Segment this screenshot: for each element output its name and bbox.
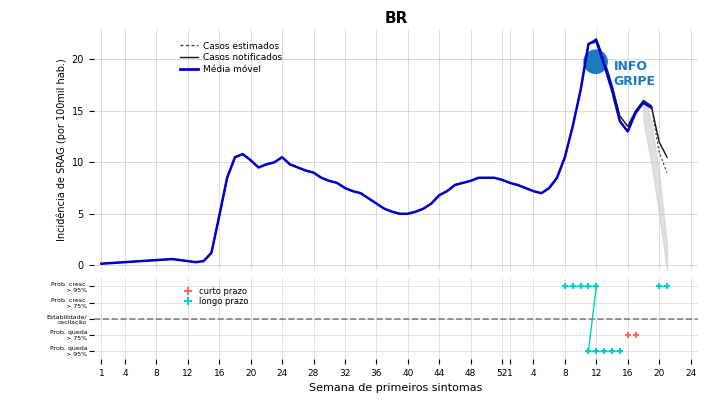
Line: Casos estimados: Casos estimados — [102, 39, 667, 264]
Casos estimados — [616, 113, 624, 118]
Casos notificados — [662, 155, 671, 160]
Casos estimados — [222, 175, 231, 180]
Média móvel — [97, 261, 106, 266]
Média móvel — [592, 38, 600, 43]
Casos estimados — [380, 206, 389, 211]
Casos notificados — [97, 261, 106, 266]
Y-axis label: Incidência de SRAG (por 100mil hab.): Incidência de SRAG (por 100mil hab.) — [57, 58, 68, 241]
Casos notificados — [616, 113, 624, 118]
Casos estimados — [568, 124, 577, 129]
Legend: Casos estimados, Casos notificados, Média móvel: Casos estimados, Casos notificados, Médi… — [176, 38, 286, 78]
Média móvel — [254, 165, 263, 170]
X-axis label: Semana de primeiros sintomas: Semana de primeiros sintomas — [310, 384, 482, 393]
Text: INFO
GRIPE: INFO GRIPE — [613, 60, 656, 88]
Média móvel — [647, 105, 656, 110]
Text: !: ! — [592, 53, 599, 71]
Text: 📍: 📍 — [588, 50, 597, 65]
Média móvel — [513, 182, 522, 187]
Casos notificados — [592, 36, 600, 41]
Casos estimados — [592, 36, 600, 41]
Casos estimados — [662, 170, 671, 175]
Casos estimados — [286, 162, 294, 167]
Média móvel — [364, 196, 373, 201]
Casos notificados — [222, 175, 231, 180]
Casos estimados — [584, 42, 593, 47]
Média móvel — [427, 201, 436, 206]
Casos estimados — [97, 261, 106, 266]
Casos notificados — [584, 42, 593, 47]
Legend: curto prazo, longo prazo: curto prazo, longo prazo — [176, 284, 252, 310]
Line: Casos notificados: Casos notificados — [102, 39, 667, 264]
Casos notificados — [380, 206, 389, 211]
Casos notificados — [286, 162, 294, 167]
Line: Média móvel: Média móvel — [102, 41, 652, 264]
Title: BR: BR — [384, 11, 408, 26]
Média móvel — [624, 129, 632, 134]
Casos notificados — [568, 124, 577, 129]
Média móvel — [113, 260, 122, 265]
